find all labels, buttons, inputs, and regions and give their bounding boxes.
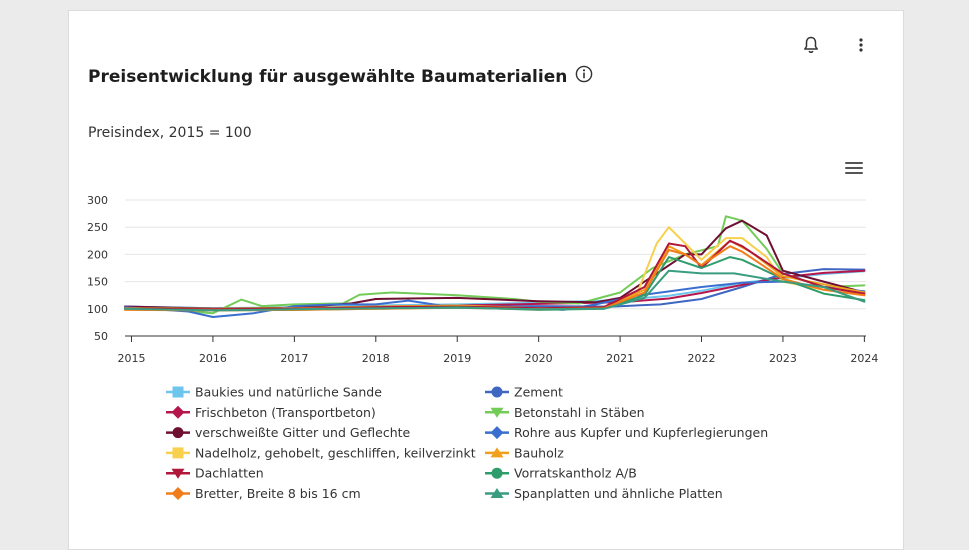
x-axis: 2015 2016 2017 2018 2019 2020 2021 2022 2023 2024 bbox=[118, 335, 878, 365]
legend-item[interactable]: Dachlatten bbox=[166, 466, 264, 481]
series-line[interactable] bbox=[124, 269, 866, 312]
legend-label: Baukies und natürliche Sande bbox=[195, 385, 382, 400]
legend-item[interactable]: Betonstahl in Stäben bbox=[485, 405, 645, 420]
legend-item[interactable]: Spanplatten und ähnliche Platten bbox=[485, 486, 723, 501]
legend-marker bbox=[491, 386, 503, 398]
legend-marker bbox=[490, 488, 504, 498]
grid-lines bbox=[125, 199, 866, 310]
legend-label: Bretter, Breite 8 bis 16 cm bbox=[195, 486, 361, 501]
chart-title: Preisentwicklung für ausgewählte Baumate… bbox=[88, 66, 568, 87]
x-tick-label: 2018 bbox=[362, 352, 390, 365]
y-axis: 50 100 150 200 250 300 bbox=[87, 194, 108, 343]
legend-label: Rohre aus Kupfer und Kupferlegierungen bbox=[514, 425, 768, 440]
y-tick-label: 50 bbox=[94, 330, 108, 343]
legend-marker bbox=[172, 427, 184, 439]
y-tick-label: 150 bbox=[87, 276, 108, 289]
legend-marker bbox=[491, 467, 503, 479]
legend-marker bbox=[171, 405, 185, 419]
legend-label: Frischbeton (Transportbeton) bbox=[195, 405, 376, 420]
x-tick-label: 2022 bbox=[688, 352, 716, 365]
legend-item[interactable]: Bretter, Breite 8 bis 16 cm bbox=[166, 486, 361, 501]
hamburger-menu-icon[interactable] bbox=[843, 159, 865, 177]
x-tick-label: 2016 bbox=[199, 352, 227, 365]
legend-item[interactable]: Baukies und natürliche Sande bbox=[166, 385, 382, 400]
x-tick-label: 2015 bbox=[118, 352, 146, 365]
legend-label: Bauholz bbox=[514, 445, 564, 460]
series-lines bbox=[124, 215, 866, 318]
legend-label: Zement bbox=[514, 385, 563, 400]
x-tick-label: 2021 bbox=[606, 352, 634, 365]
legend-item[interactable]: Frischbeton (Transportbeton) bbox=[166, 405, 376, 420]
y-tick-label: 300 bbox=[87, 194, 108, 207]
legend-marker bbox=[490, 426, 504, 440]
legend-item[interactable]: verschweißte Gitter und Geflechte bbox=[166, 425, 411, 440]
legend-marker bbox=[172, 447, 184, 459]
legend-label: Spanplatten und ähnliche Platten bbox=[514, 486, 723, 501]
x-tick-label: 2020 bbox=[525, 352, 553, 365]
info-circle-icon[interactable] bbox=[575, 65, 593, 88]
legend-marker bbox=[171, 468, 185, 479]
legend-item[interactable]: Zement bbox=[485, 385, 563, 400]
bell-icon[interactable] bbox=[799, 33, 823, 57]
legend-item[interactable]: Nadelholz, gehobelt, geschliffen, keilve… bbox=[166, 445, 476, 460]
legend-label: Betonstahl in Stäben bbox=[514, 405, 645, 420]
x-tick-label: 2024 bbox=[850, 352, 878, 365]
y-tick-label: 200 bbox=[87, 248, 108, 261]
legend-marker bbox=[171, 487, 185, 500]
legend-item[interactable]: Vorratskantholz A/B bbox=[485, 466, 637, 481]
y-tick-label: 100 bbox=[87, 303, 108, 316]
legend-marker bbox=[490, 407, 504, 418]
x-tick-label: 2023 bbox=[769, 352, 797, 365]
chart-subtitle: Preisindex, 2015 = 100 bbox=[88, 125, 252, 141]
vertical-dots-icon[interactable] bbox=[849, 33, 873, 57]
series-line[interactable] bbox=[124, 245, 866, 312]
legend-item[interactable]: Rohre aus Kupfer und Kupferlegierungen bbox=[485, 425, 768, 440]
legend-item[interactable]: Bauholz bbox=[485, 445, 564, 460]
y-tick-label: 250 bbox=[87, 221, 108, 234]
legend-marker bbox=[172, 386, 184, 398]
legend-marker bbox=[490, 447, 504, 458]
legend-label: Vorratskantholz A/B bbox=[514, 466, 637, 481]
legend-label: Dachlatten bbox=[195, 466, 264, 481]
legend-label: verschweißte Gitter und Geflechte bbox=[195, 425, 411, 440]
legend-label: Nadelholz, gehobelt, geschliffen, keilve… bbox=[195, 445, 476, 460]
chart-title-row: Preisentwicklung für ausgewählte Baumate… bbox=[88, 65, 593, 88]
legend: Baukies und natürliche Sande Zement Frisch… bbox=[166, 385, 768, 501]
x-tick-label: 2019 bbox=[443, 352, 471, 365]
x-tick-label: 2017 bbox=[280, 352, 308, 365]
